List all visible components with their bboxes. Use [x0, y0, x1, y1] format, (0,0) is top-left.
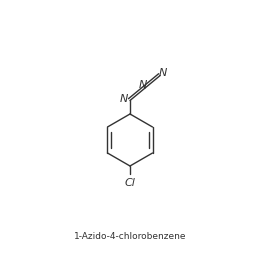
Text: N: N: [138, 80, 147, 90]
Text: Cl: Cl: [125, 178, 135, 188]
Text: 1-Azido-4-chlorobenzene: 1-Azido-4-chlorobenzene: [74, 232, 186, 241]
Text: N: N: [159, 68, 167, 78]
Text: N: N: [120, 94, 128, 104]
